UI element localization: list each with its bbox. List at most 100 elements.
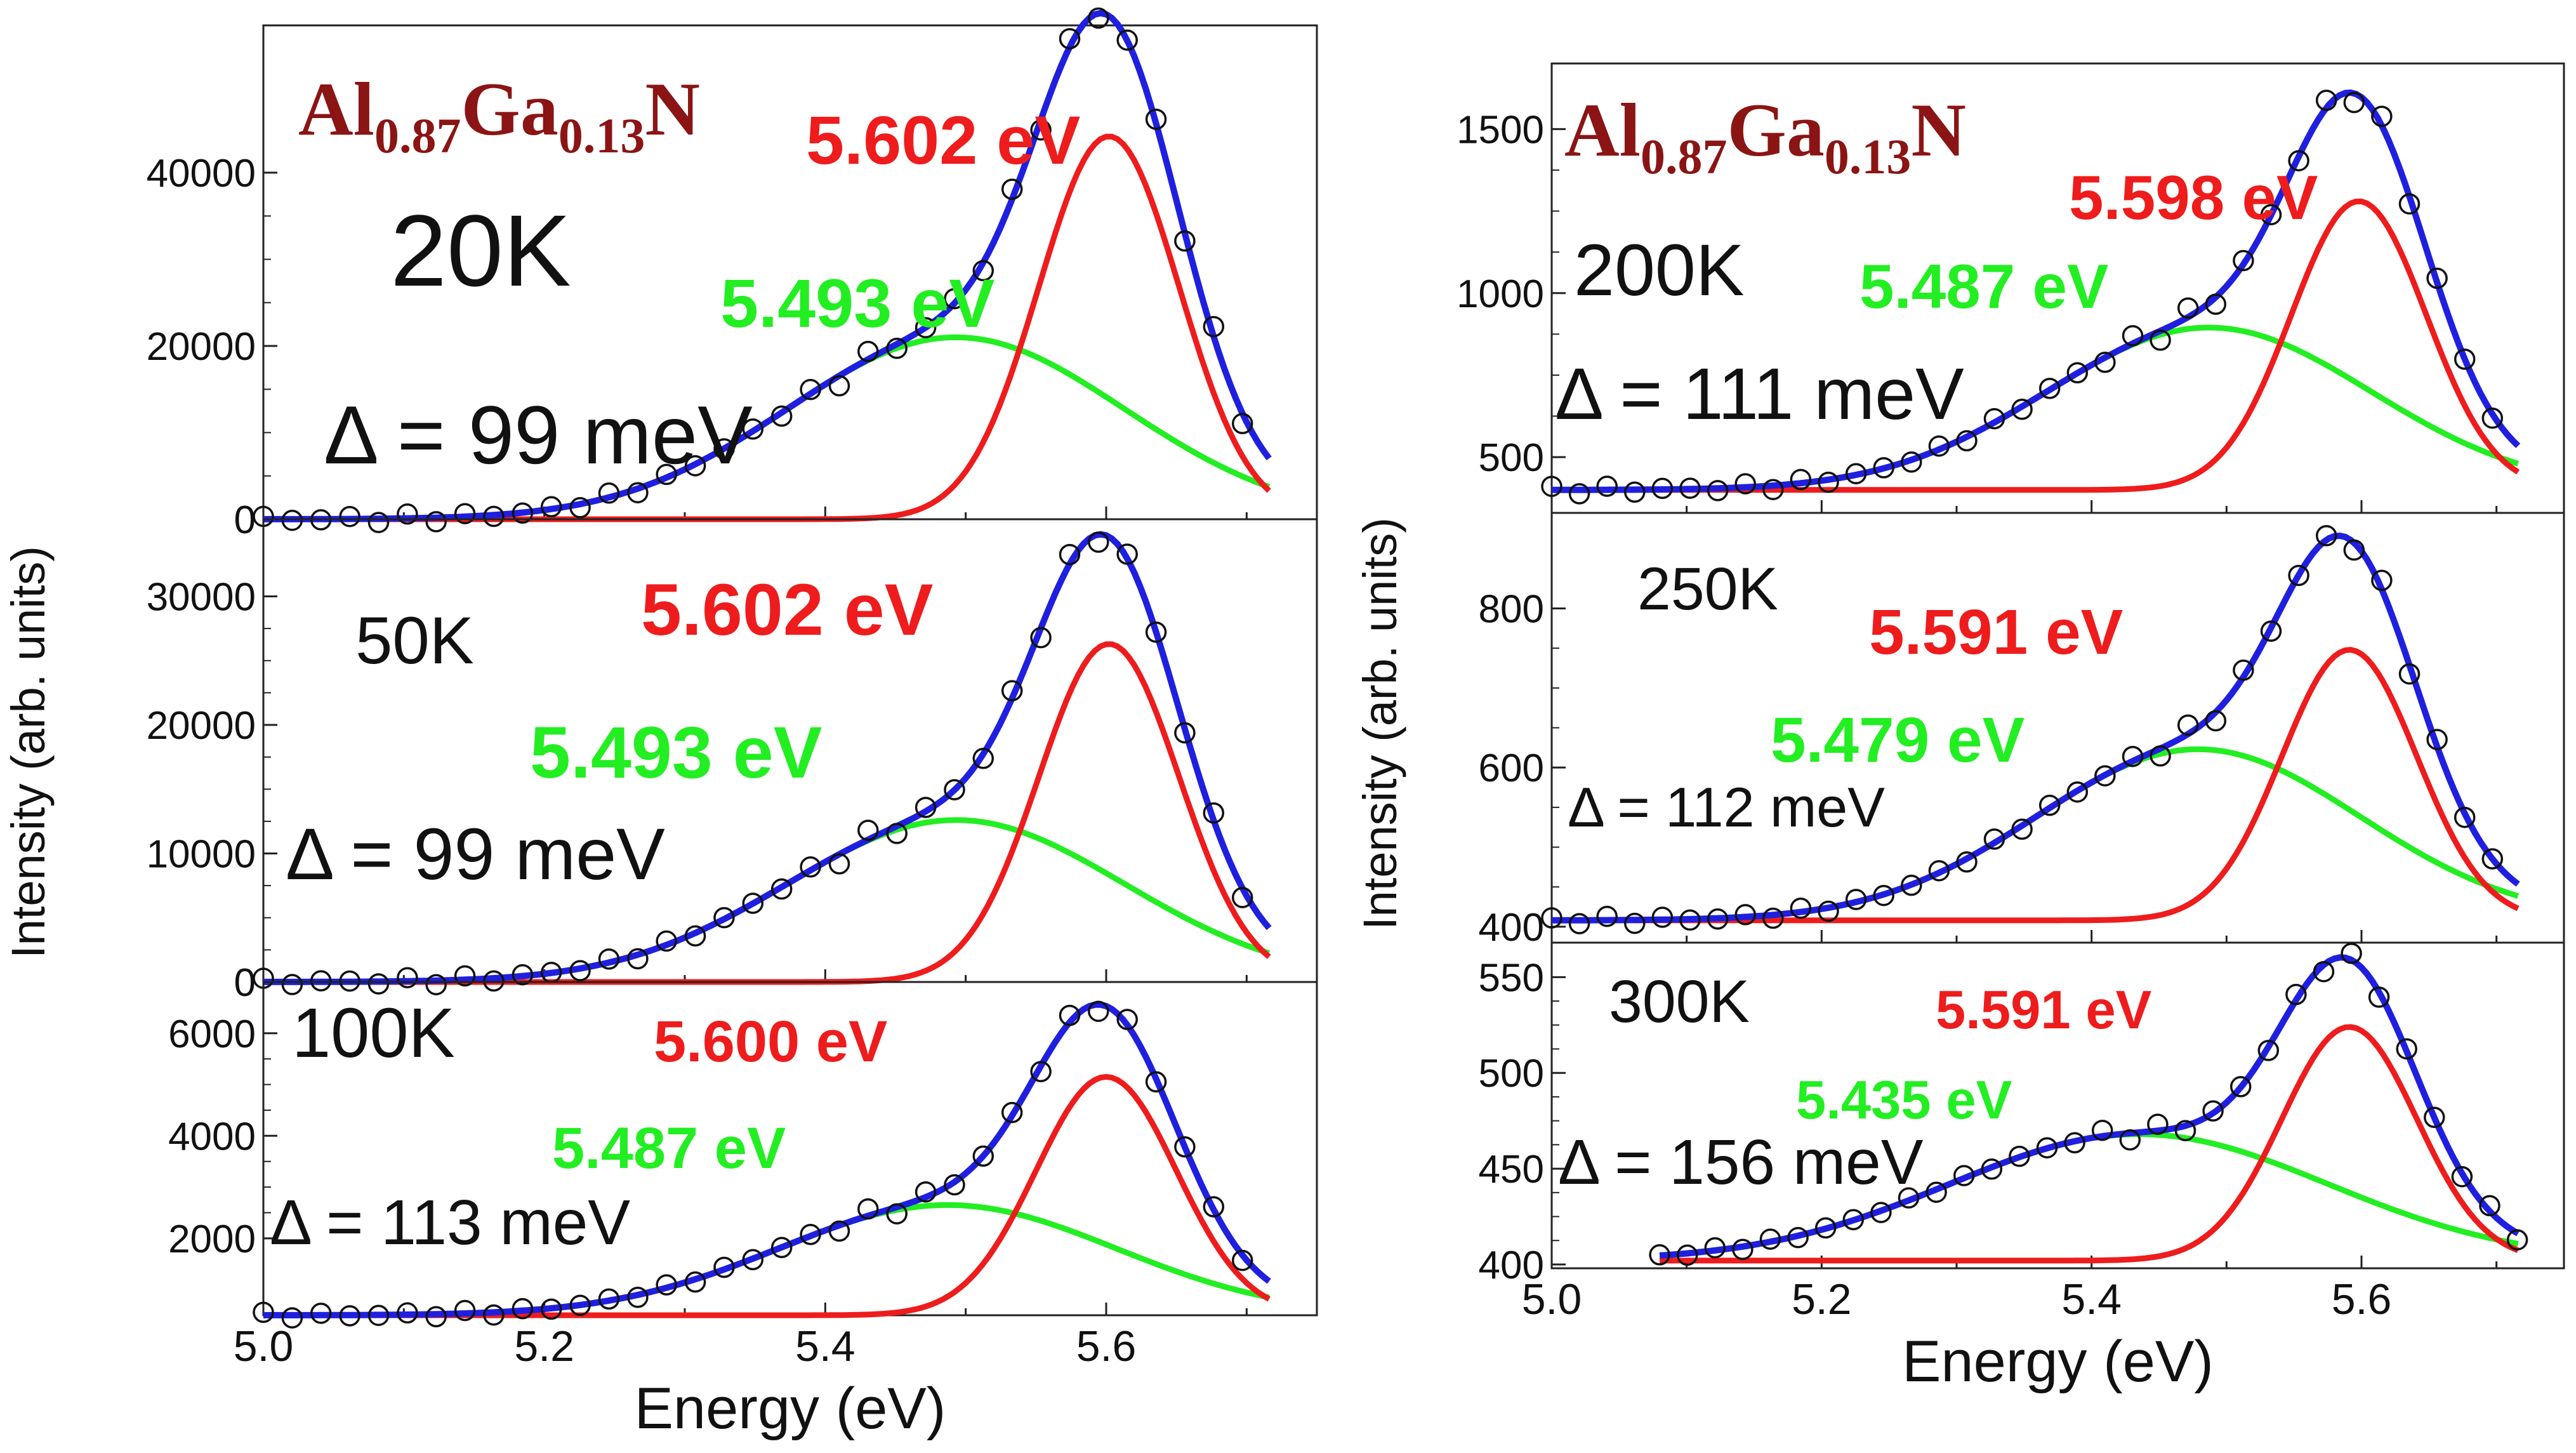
- data-point: [512, 964, 534, 986]
- data-point: [2479, 1195, 2500, 1217]
- data-point: [281, 1307, 303, 1329]
- data-point: [1001, 1101, 1023, 1124]
- data-point: [1956, 851, 1978, 873]
- data-point: [598, 1288, 620, 1310]
- high-peak-energy-label: 5.598 eV: [2069, 163, 2318, 232]
- y-tick-label: 0: [234, 498, 256, 542]
- data-point: [1732, 1238, 1754, 1261]
- temperature-label: 200K: [1574, 230, 1745, 311]
- y-tick-label: 600: [1479, 746, 1544, 790]
- delta-energy-label: Δ = 156 meV: [1558, 1127, 1924, 1198]
- data-point: [1088, 7, 1109, 29]
- data-point: [425, 511, 447, 533]
- data-point: [339, 505, 360, 527]
- data-point: [1001, 680, 1023, 701]
- data-point: [1596, 475, 1618, 497]
- y-tick-label: 450: [1479, 1148, 1544, 1191]
- data-point: [800, 856, 821, 878]
- material-formula: Al0.87Ga0.13N: [1564, 88, 1966, 184]
- y-tick-label: 400: [1479, 906, 1544, 950]
- total-fit-curve: [263, 531, 1272, 985]
- low-peak-energy-label: 5.487 eV: [552, 1116, 786, 1181]
- y-tick-label: 30000: [147, 576, 256, 620]
- data-point: [2011, 399, 2033, 420]
- data-point: [1759, 1228, 1781, 1250]
- y-tick-label: 10000: [147, 833, 256, 877]
- data-point: [2341, 943, 2362, 964]
- data-point: [2315, 90, 2337, 111]
- panel-100k: 2000 4000 6000 5.0 5.2 5.4 5.6 Energy (eV) 100K 5…: [168, 981, 1318, 1441]
- x-axis-title: Energy (eV): [1902, 1329, 2214, 1394]
- total-fit-curve: [263, 10, 1272, 522]
- data-point: [1981, 1158, 2003, 1180]
- high-peak-energy-label: 5.591 eV: [1869, 597, 2124, 668]
- data-point: [2150, 329, 2171, 351]
- data-point: [1059, 1004, 1081, 1026]
- data-point: [1541, 907, 1562, 929]
- data-point: [944, 1174, 965, 1196]
- data-point: [1707, 908, 1729, 930]
- x-axis-title: Energy (eV): [635, 1376, 946, 1441]
- data-point: [2066, 362, 2089, 384]
- data-point: [857, 819, 879, 841]
- data-point: [1870, 1202, 1892, 1223]
- data-point: [1928, 435, 1950, 457]
- data-point: [2094, 765, 2116, 786]
- data-point: [1030, 627, 1052, 649]
- data-point: [2426, 267, 2448, 289]
- data-point: [2066, 781, 2089, 803]
- data-point: [857, 340, 879, 362]
- temperature-label: 250K: [1637, 555, 1778, 623]
- data-point: [684, 1271, 706, 1293]
- data-point: [1953, 1165, 1975, 1186]
- data-point: [1231, 1249, 1253, 1271]
- data-point: [2398, 663, 2421, 685]
- data-point: [2371, 569, 2393, 592]
- data-point: [2288, 150, 2309, 171]
- panel-200k: 500 1000 1500 200K 5.598 eV 5.487 eV Δ = 111 m…: [1456, 62, 2565, 514]
- data-point: [1901, 451, 1922, 473]
- panel-300k: 400 450 500 550 5.0 5.2 5.4 5.6 Energy (eV) 300K 5…: [1479, 941, 2565, 1394]
- data-point: [598, 948, 620, 970]
- data-point: [2313, 960, 2335, 983]
- data-point: [828, 853, 850, 875]
- panel-250k: 400 600 800 250K 5.591 eV 5.479 eVΔ = 112 meV: [1479, 512, 2565, 950]
- low-peak-energy-label: 5.487 eV: [1859, 251, 2108, 321]
- data-point: [1814, 1217, 1837, 1239]
- data-point: [1734, 473, 1756, 494]
- low-peak-energy-label: 5.493 eV: [530, 712, 822, 793]
- data-point: [2233, 249, 2254, 272]
- y-tick-label: 2000: [168, 1217, 256, 1261]
- data-point: [2011, 818, 2033, 840]
- data-point: [483, 1304, 505, 1326]
- data-point: [1174, 722, 1196, 744]
- data-point: [2506, 1229, 2528, 1251]
- data-point: [569, 960, 591, 981]
- data-point: [1145, 621, 1167, 643]
- data-point: [1790, 897, 1812, 919]
- high-peak-energy-label: 5.591 eV: [1936, 980, 2152, 1040]
- data-point: [972, 260, 994, 282]
- data-point: [627, 482, 649, 503]
- high-peak-energy-label: 5.602 eV: [806, 102, 1080, 178]
- data-point: [1651, 477, 1674, 500]
- data-point: [742, 1249, 764, 1271]
- data-point: [1059, 28, 1081, 50]
- data-point: [1983, 828, 2005, 850]
- data-point: [1541, 475, 1562, 497]
- low-peak-energy-label: 5.493 eV: [720, 265, 994, 342]
- data-point: [627, 1287, 649, 1308]
- data-point: [367, 973, 390, 995]
- data-point: [2315, 525, 2337, 547]
- data-point: [2481, 848, 2504, 870]
- panel-20k: 0 20000 40000 20K 5.602 eV 5.493 eV Δ = 99 meV…: [147, 7, 1318, 542]
- data-point: [2398, 193, 2421, 215]
- data-point: [2260, 620, 2282, 642]
- data-point: [972, 748, 994, 769]
- data-point: [1707, 480, 1729, 501]
- data-point: [1059, 543, 1081, 566]
- data-point: [828, 375, 850, 397]
- y-tick-label: 20000: [147, 325, 256, 369]
- data-point: [2371, 105, 2393, 128]
